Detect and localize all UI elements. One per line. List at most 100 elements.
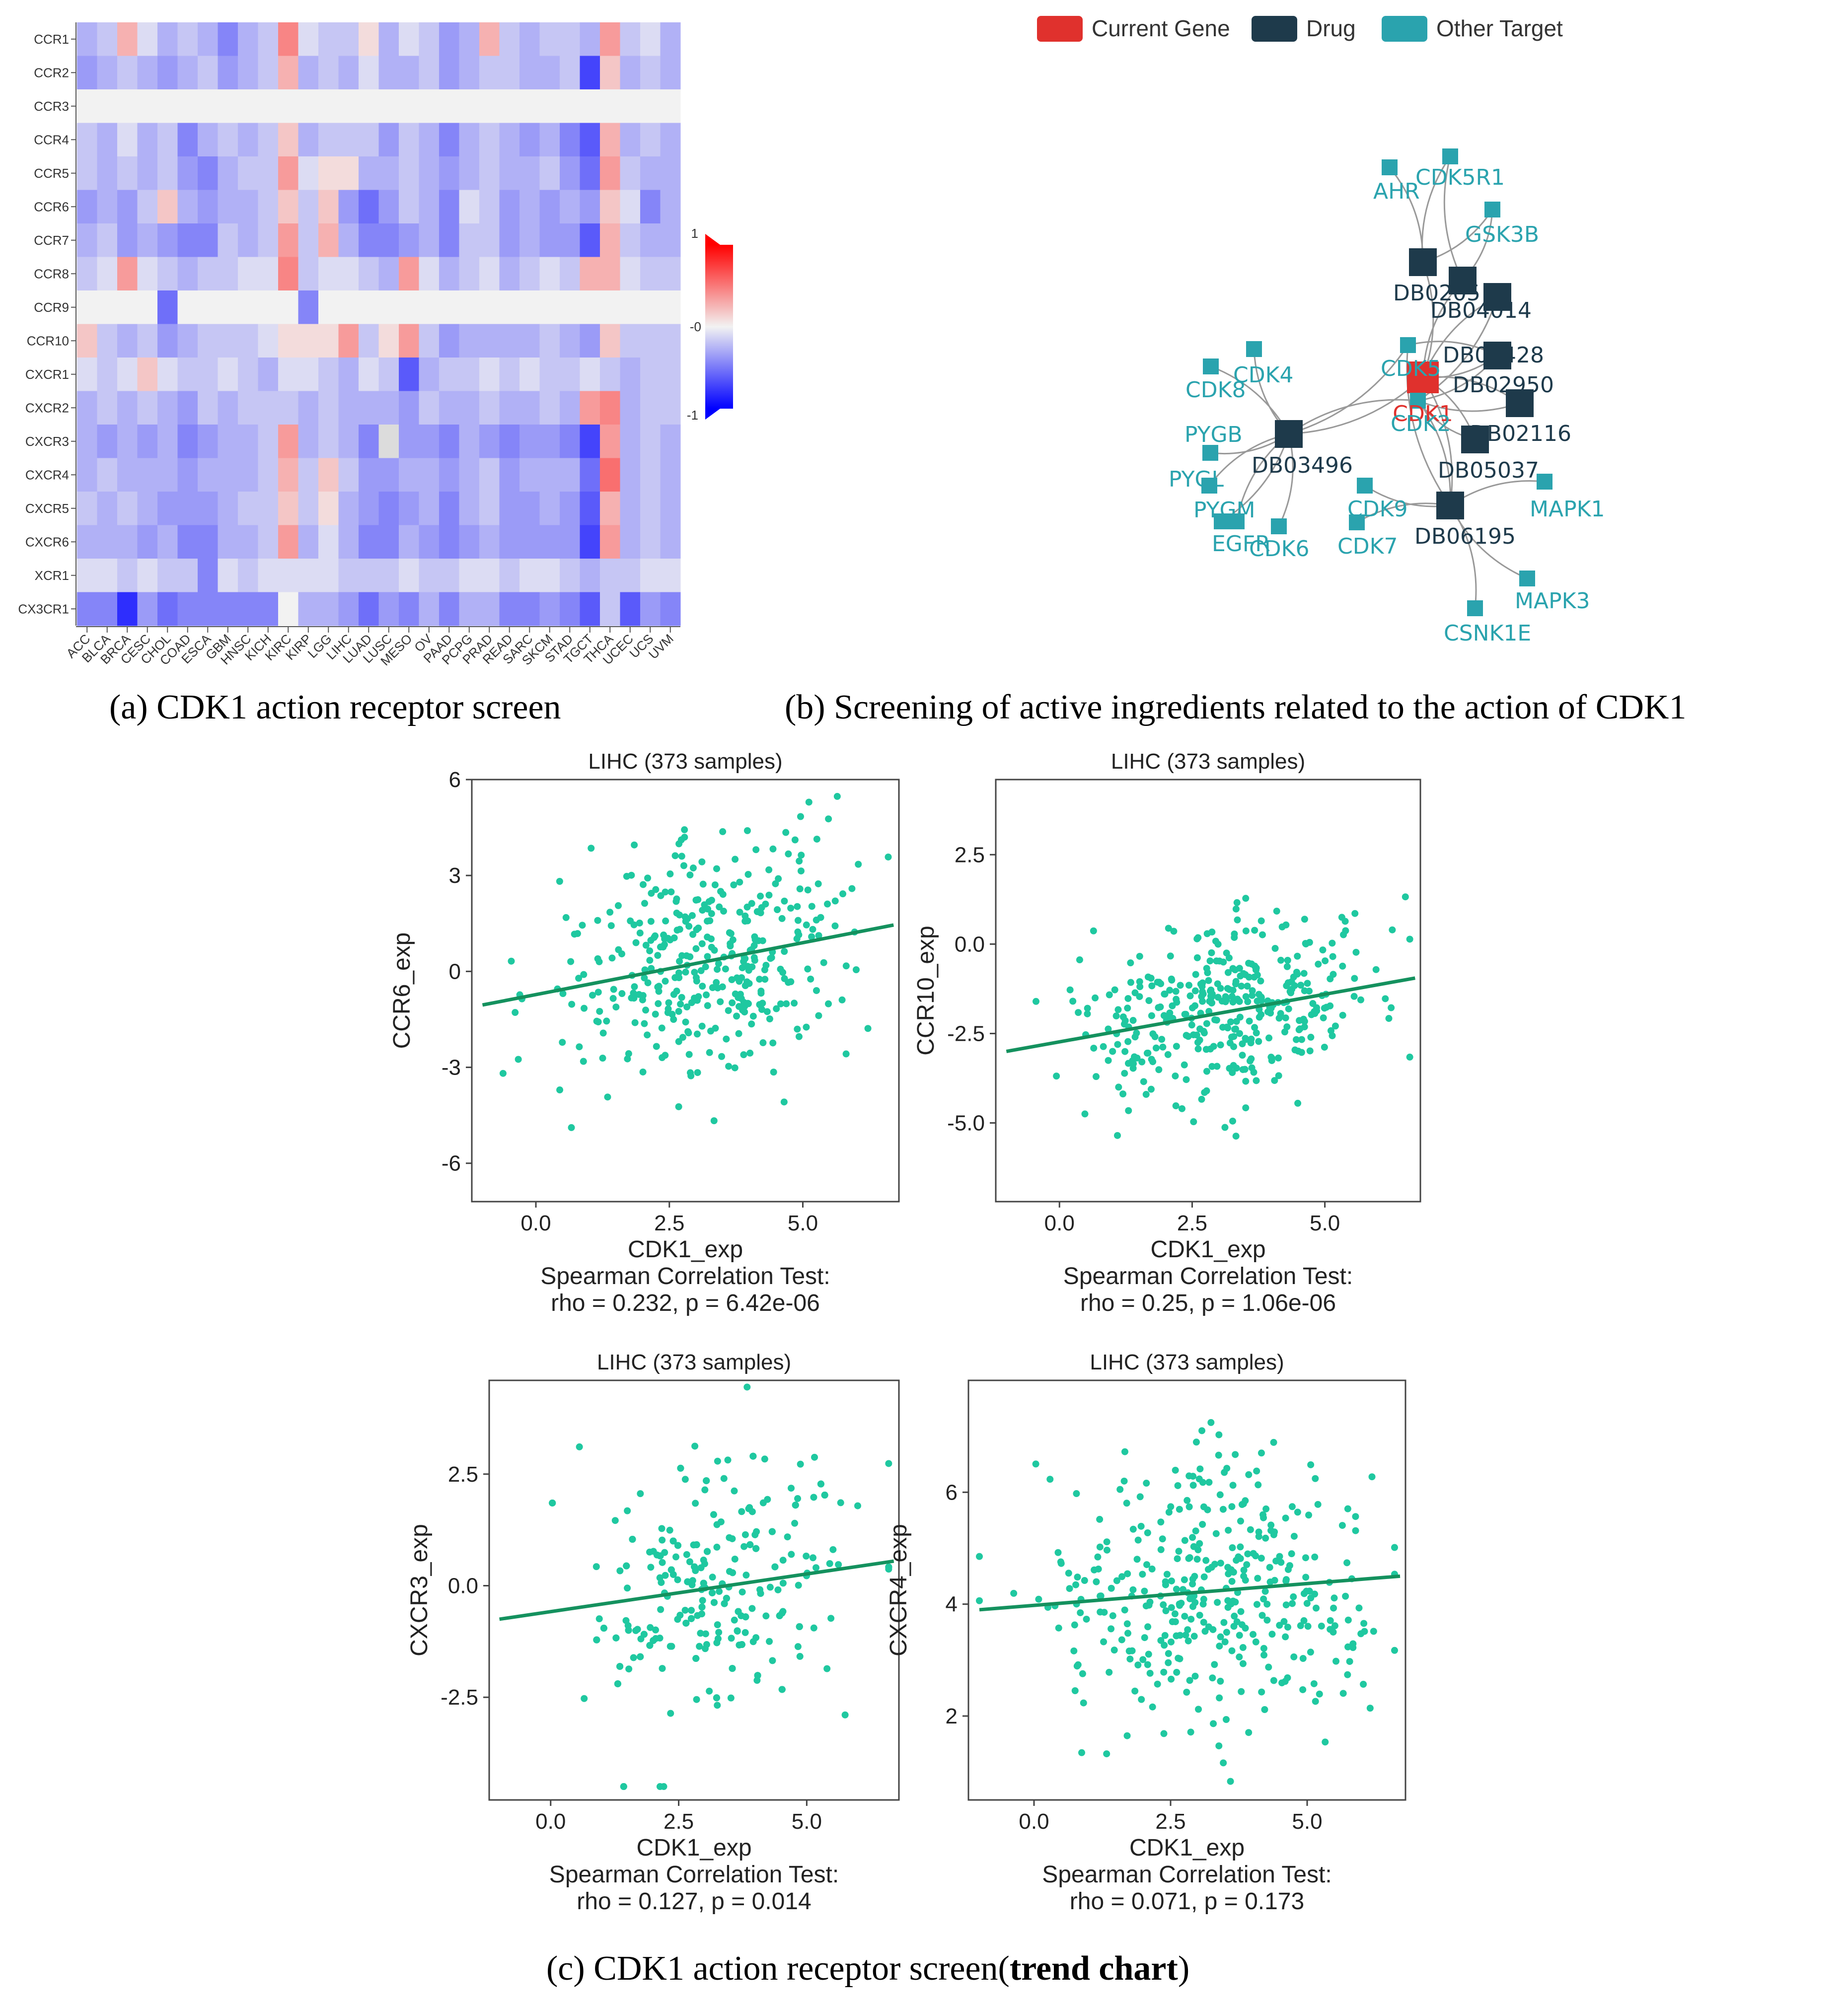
heatmap-cell xyxy=(439,223,459,257)
scatter-point xyxy=(735,1608,742,1615)
scatter-point xyxy=(697,1564,705,1572)
heatmap-cell xyxy=(318,123,339,157)
scatter-point xyxy=(732,990,739,998)
scatter-point xyxy=(607,922,615,930)
heatmap-cell xyxy=(580,391,600,425)
heatmap-cell xyxy=(117,190,138,224)
scatter-point xyxy=(798,852,805,859)
scatter-point xyxy=(1071,1621,1078,1629)
scatter-point xyxy=(791,1519,799,1527)
scatter-fit-line xyxy=(482,923,894,1007)
scatter-point xyxy=(764,1496,771,1503)
scatter-point xyxy=(1196,1540,1203,1547)
scatter-point xyxy=(729,999,736,1006)
scatter-point xyxy=(824,900,831,908)
scatter-point xyxy=(685,1051,693,1058)
caption-c-suffix: ) xyxy=(1178,1949,1190,1988)
scatter-point xyxy=(660,1783,667,1791)
scatter-point xyxy=(774,906,781,913)
scatter-point xyxy=(1291,1046,1299,1054)
scatter-point xyxy=(855,860,862,868)
scatter-plot-4: LIHC (373 samples)0.0 2.5 5.0642CDK1_expSp… xyxy=(886,1350,1406,1915)
scatter-point xyxy=(1245,1471,1253,1478)
scatter-point xyxy=(1136,983,1144,991)
scatter-point xyxy=(512,1009,519,1016)
scatter-point xyxy=(769,845,777,853)
scatter-point xyxy=(1208,929,1216,936)
scatter-point xyxy=(804,886,812,894)
scatter-point xyxy=(1224,1604,1232,1611)
scatter-point xyxy=(699,983,706,990)
scatter-point xyxy=(1209,1674,1216,1682)
scatter-point xyxy=(1183,1076,1190,1083)
scatter-point xyxy=(1138,1696,1145,1703)
scatter-point xyxy=(794,1495,802,1503)
scatter-point xyxy=(1214,1599,1221,1606)
scatter-x-tick-label: 0.0 xyxy=(1044,1211,1075,1235)
heatmap-cell xyxy=(77,391,97,425)
scatter-point xyxy=(1258,1612,1266,1619)
scatter-point xyxy=(644,874,652,882)
network-node-pygm xyxy=(1214,513,1230,529)
scatter-point xyxy=(756,1001,763,1008)
scatter-point xyxy=(1207,1419,1215,1426)
heatmap-cell xyxy=(359,592,379,626)
heatmap-cell xyxy=(519,22,540,56)
heatmap-cell xyxy=(258,22,279,56)
scatter-point xyxy=(1147,975,1155,982)
scatter-point xyxy=(706,1687,713,1695)
heatmap-cell xyxy=(419,156,440,190)
scatter-point xyxy=(616,1663,624,1670)
scatter-point xyxy=(576,1443,583,1450)
scatter-point xyxy=(642,1006,650,1014)
heatmap-cell xyxy=(258,290,279,324)
scatter-point xyxy=(1217,1677,1224,1685)
scatter-point xyxy=(1143,1561,1151,1569)
legend-swatch xyxy=(1382,16,1427,42)
scatter-point xyxy=(1242,1036,1250,1043)
heatmap-cell xyxy=(399,559,419,592)
heatmap-cell xyxy=(117,559,138,592)
heatmap-cell xyxy=(177,425,198,458)
heatmap-cell xyxy=(479,22,500,56)
heatmap-cell xyxy=(378,358,399,391)
scatter-point xyxy=(1331,1022,1339,1030)
heatmap-cell xyxy=(298,458,319,492)
scatter-point xyxy=(1253,1029,1260,1037)
heatmap-cell xyxy=(580,525,600,559)
scatter-point xyxy=(610,986,617,993)
scatter-title: LIHC (373 samples) xyxy=(1111,749,1305,774)
heatmap-cell xyxy=(359,156,379,190)
scatter-point xyxy=(1267,1009,1274,1017)
scatter-point xyxy=(770,1069,777,1076)
scatter-point xyxy=(1285,1005,1292,1012)
scatter-point xyxy=(1255,1528,1262,1536)
scatter-point xyxy=(1172,1072,1179,1079)
scatter-point xyxy=(708,910,715,918)
heatmap-cell xyxy=(399,56,419,90)
scatter-point xyxy=(1168,1675,1175,1683)
scatter-point xyxy=(1237,1608,1245,1615)
scatter-point xyxy=(1372,966,1380,973)
scatter-point xyxy=(1344,1616,1352,1624)
scatter-point xyxy=(1181,1576,1188,1583)
scatter-point xyxy=(1129,1017,1137,1024)
scatter-point xyxy=(1209,1626,1217,1633)
scatter-point xyxy=(1176,1602,1183,1609)
heatmap-cell xyxy=(198,391,218,425)
network-label-cdk5: CDK5 xyxy=(1381,356,1441,381)
scatter-point xyxy=(1217,1560,1224,1567)
scatter-point xyxy=(744,963,751,970)
heatmap-cell xyxy=(238,89,258,123)
scatter-point xyxy=(1312,1475,1319,1482)
scatter-point xyxy=(589,992,596,999)
heatmap-cell xyxy=(137,223,158,257)
scatter-point xyxy=(693,926,700,933)
heatmap-cell xyxy=(640,358,661,391)
scatter-point xyxy=(1271,1077,1278,1084)
scatter-point xyxy=(1161,990,1168,998)
scatter-point xyxy=(691,1442,699,1450)
scatter-point xyxy=(641,974,648,982)
scatter-point xyxy=(650,1637,657,1644)
heatmap-colorbar: 1-0-1 xyxy=(687,226,733,423)
